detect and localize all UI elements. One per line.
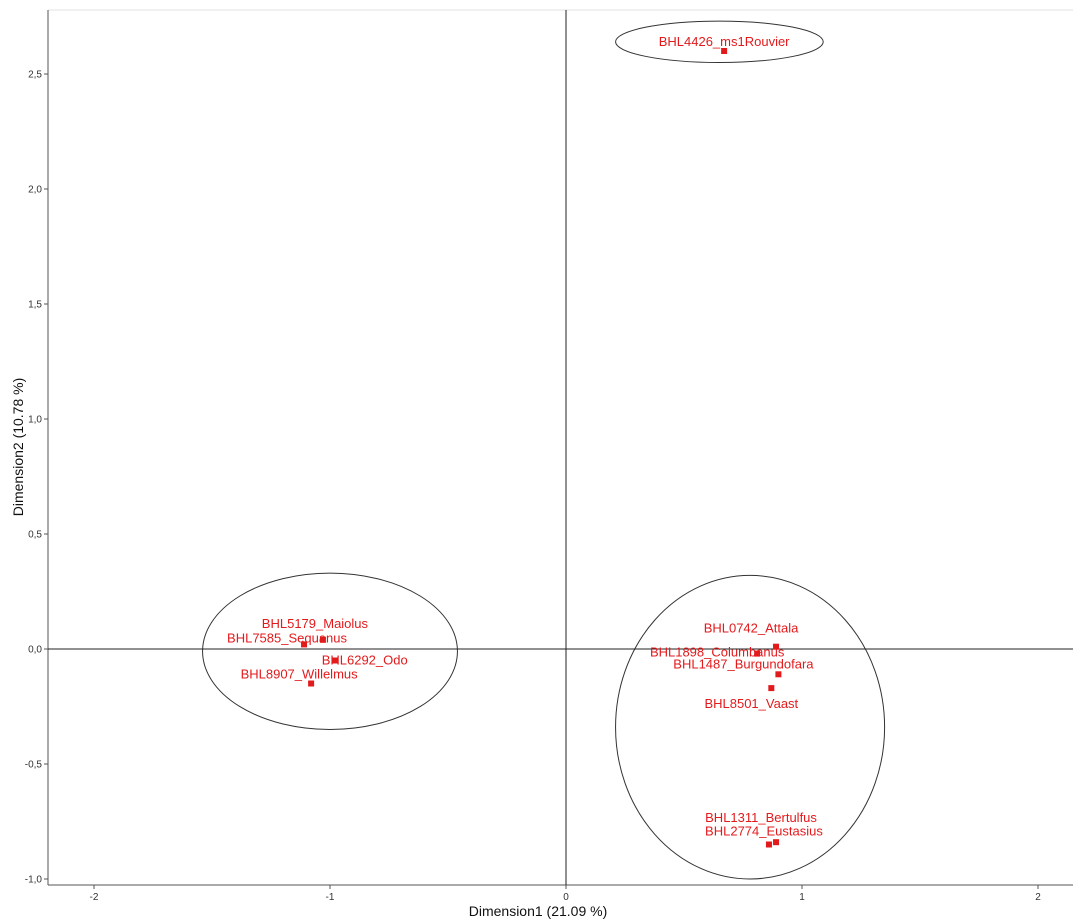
x-tick-label: -1	[326, 892, 335, 903]
cluster-ellipses	[202, 20, 886, 880]
data-point	[331, 657, 338, 664]
point-label: BHL8907_Willelmus	[241, 667, 359, 682]
y-tick-label: -0,5	[25, 760, 43, 771]
cluster-ellipse	[615, 20, 824, 63]
x-tick-label: 2	[1035, 892, 1041, 903]
point-label: BHL5179_Maiolus	[262, 616, 369, 631]
x-tick-label: -2	[90, 892, 99, 903]
point-label: BHL4426_ms1Rouvier	[659, 34, 790, 49]
data-point	[721, 48, 728, 54]
data-point	[765, 841, 772, 848]
x-tick-label: 1	[799, 892, 805, 903]
x-axis-title: Dimension1 (21.09 %)	[469, 903, 608, 919]
x-axis-ticks: -2 -1 0 1 2	[90, 885, 1041, 903]
data-point	[775, 671, 782, 678]
data-point	[754, 650, 761, 657]
point-label: BHL1898_Columbanus	[650, 645, 785, 660]
point-label: BHL0742_Attala	[704, 621, 799, 636]
data-points	[301, 48, 782, 848]
x-tick-label: 0	[563, 892, 569, 903]
y-tick-label: 1,0	[28, 415, 42, 426]
point-label: BHL6292_Odo	[322, 653, 408, 668]
cluster-ellipse	[202, 572, 458, 730]
y-axis-ticks: -1,0 -0,5 0,0 0,5 1,0 1,5 2,0 2,5	[25, 70, 48, 886]
data-point	[308, 680, 315, 687]
reference-lines	[48, 10, 1073, 885]
data-point	[301, 641, 308, 648]
data-point	[773, 643, 780, 650]
data-point	[319, 636, 326, 643]
y-tick-label: 0,5	[28, 530, 42, 541]
y-tick-label: 1,5	[28, 300, 42, 311]
y-tick-label: 2,0	[28, 185, 42, 196]
cluster-ellipse	[615, 574, 886, 880]
point-label: BHL2774_Eustasius	[705, 824, 823, 839]
data-point	[773, 839, 780, 846]
point-label: BHL1311_Bertulfus	[705, 810, 817, 825]
y-tick-label: 2,5	[28, 70, 42, 81]
y-tick-label: -1,0	[25, 875, 43, 886]
point-label: BHL8501_Vaast	[704, 696, 798, 711]
y-axis-title: Dimension2 (10.78 %)	[10, 378, 26, 517]
point-labels: BHL4426_ms1Rouvier BHL5179_MaiolusBHL7585…	[227, 34, 823, 839]
y-tick-label: 0,0	[28, 645, 42, 656]
point-label: BHL1487_Burgundofara	[673, 656, 814, 671]
data-point	[768, 685, 775, 692]
plot-frame	[47, 9, 1073, 886]
point-label: BHL7585_Sequanus	[227, 630, 347, 645]
